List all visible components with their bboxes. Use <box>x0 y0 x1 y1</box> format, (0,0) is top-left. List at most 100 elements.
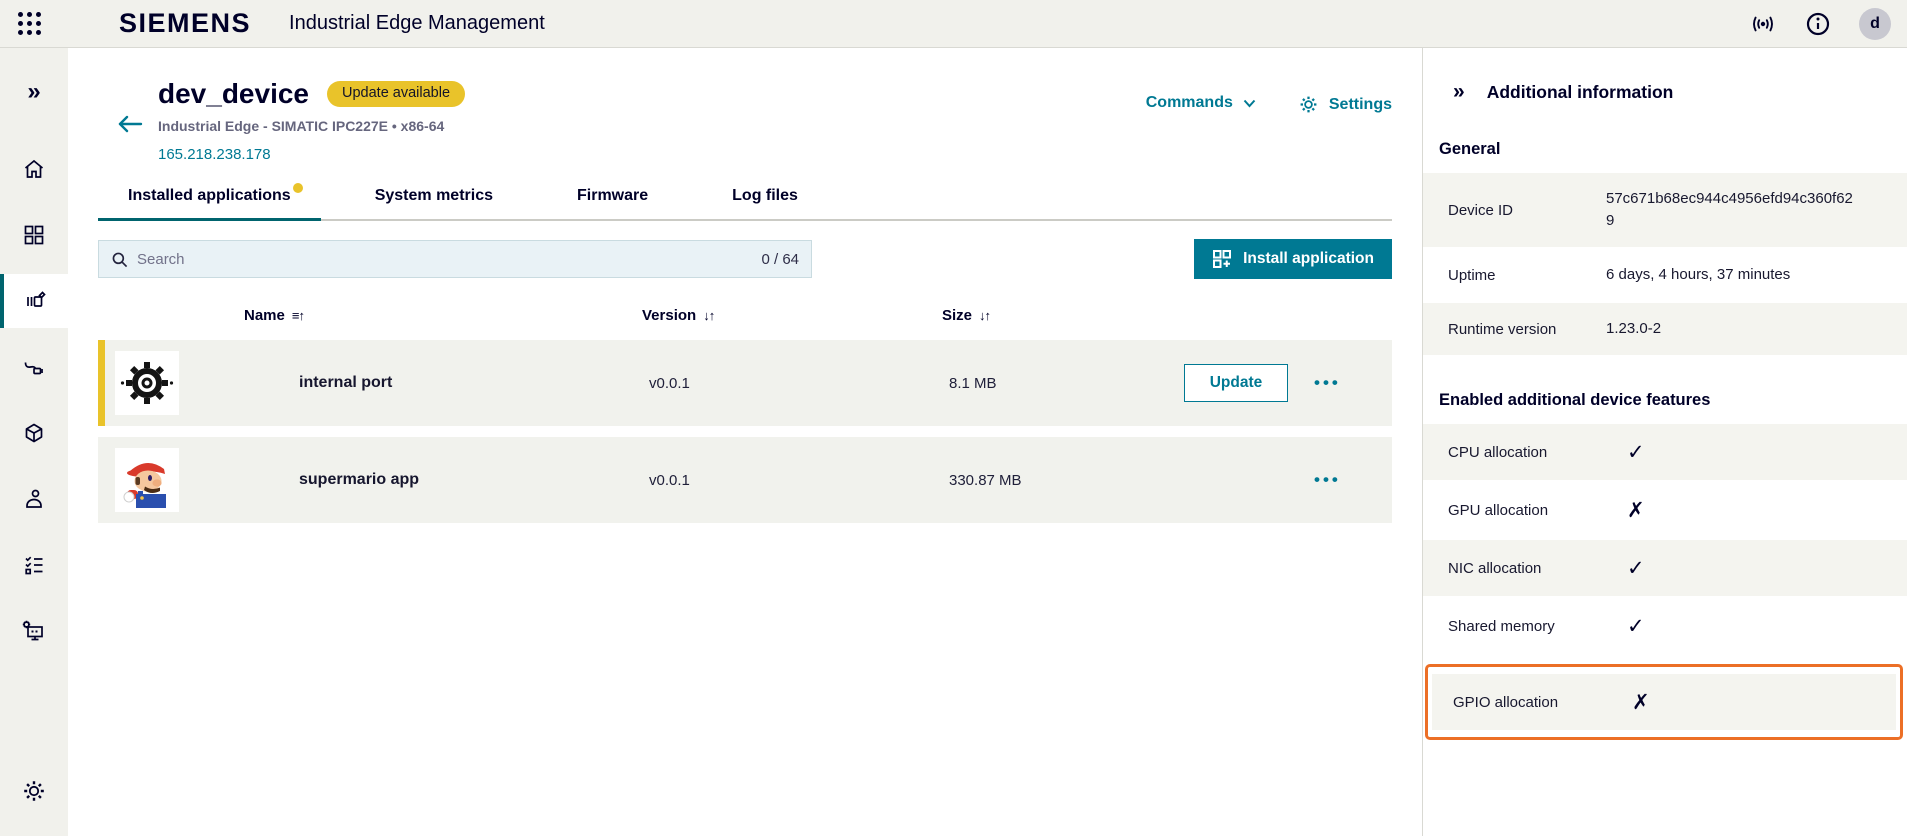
gear-icon <box>24 781 44 801</box>
sidebar-item-home[interactable] <box>0 142 68 196</box>
sidebar-item-users[interactable] <box>0 472 68 526</box>
feature-row-nic-allocation: NIC allocation ✓ <box>1423 540 1907 596</box>
sidebar-item-devices[interactable] <box>0 274 68 328</box>
enabled-check-icon: ✓ <box>1627 440 1645 464</box>
info-row-device-id: Device ID 57c671b68ec944c4956efd94c360f6… <box>1423 173 1907 247</box>
search-icon <box>112 252 128 267</box>
sort-icon[interactable]: ↓↑ <box>703 308 715 323</box>
tab-label: Firmware <box>577 187 649 204</box>
feature-row-gpio-allocation: GPIO allocation ✗ <box>1432 674 1896 730</box>
feature-row-gpu-allocation: GPU allocation ✗ <box>1423 482 1907 538</box>
app-title: Industrial Edge Management <box>289 12 545 34</box>
app-icon-tile <box>115 448 179 512</box>
gpio-highlight-box: GPIO allocation ✗ <box>1425 664 1903 740</box>
devices-icon <box>27 291 46 307</box>
search-input[interactable] <box>137 250 753 268</box>
column-header-name[interactable]: Name ≡↑ <box>244 307 642 324</box>
sidebar-item-settings[interactable] <box>0 764 68 818</box>
table-header: Name ≡↑ Version ↓↑ Size ↓↑ <box>98 307 1392 340</box>
row-menu-icon[interactable]: ••• <box>1314 373 1341 392</box>
back-arrow-icon[interactable] <box>116 114 158 134</box>
gear-icon <box>1300 96 1317 113</box>
app-name: internal port <box>299 374 393 391</box>
sort-icon[interactable]: ≡↑ <box>291 308 305 323</box>
app-name: supermario app <box>299 471 420 488</box>
update-available-badge: Update available <box>327 81 466 107</box>
app-version: v0.0.1 <box>649 471 690 489</box>
sidebar: » <box>0 48 68 836</box>
info-label: Runtime version <box>1448 320 1557 338</box>
settings-label: Settings <box>1328 95 1392 113</box>
column-label: Name <box>244 307 285 324</box>
features-heading: Enabled additional device features <box>1439 391 1711 409</box>
disabled-cross-icon: ✗ <box>1632 690 1650 714</box>
enabled-check-icon: ✓ <box>1627 556 1645 580</box>
tab-log-files[interactable]: Log files <box>702 187 828 221</box>
column-label: Size <box>942 307 973 324</box>
main-content: dev_device Update available Industrial E… <box>68 48 1422 836</box>
sort-icon[interactable]: ↓↑ <box>979 308 991 323</box>
checklist-icon <box>25 556 43 575</box>
info-icon[interactable] <box>1805 11 1831 37</box>
person-icon <box>26 489 42 508</box>
info-label: Uptime <box>1448 266 1496 284</box>
cube-icon <box>25 423 43 443</box>
tab-label: Installed applications <box>128 187 291 204</box>
siemens-logo: SIEMENS <box>119 8 252 38</box>
feature-label: CPU allocation <box>1448 443 1548 461</box>
search-box[interactable]: 0 / 64 <box>98 240 812 278</box>
sidebar-expand-icon[interactable]: » <box>27 78 41 105</box>
sidebar-item-apps[interactable] <box>0 208 68 262</box>
tab-firmware[interactable]: Firmware <box>547 187 678 221</box>
gear-app-icon <box>120 362 174 404</box>
feature-label: GPU allocation <box>1448 501 1549 519</box>
mario-app-icon <box>119 452 175 508</box>
commands-label: Commands <box>1145 94 1233 111</box>
apps-grid-icon <box>24 225 44 245</box>
feature-label: Shared memory <box>1448 617 1555 635</box>
sidebar-item-catalog[interactable] <box>0 406 68 460</box>
info-row-runtime-version: Runtime version 1.23.0-2 <box>1423 303 1907 355</box>
tab-installed-applications[interactable]: Installed applications <box>98 183 321 221</box>
enabled-check-icon: ✓ <box>1627 614 1645 638</box>
device-model: Industrial Edge - SIMATIC IPC227E • x86-… <box>158 118 445 134</box>
row-menu-icon[interactable]: ••• <box>1314 470 1341 489</box>
info-label: Device ID <box>1448 201 1514 219</box>
panel-title: Additional information <box>1486 81 1674 102</box>
commands-button[interactable]: Commands <box>1146 94 1256 112</box>
column-label: Version <box>642 307 697 324</box>
user-avatar[interactable]: d <box>1859 7 1891 40</box>
device-settings-button[interactable]: Settings <box>1298 94 1392 115</box>
install-application-button[interactable]: Install application <box>1194 239 1392 279</box>
sidebar-item-tasks[interactable] <box>0 538 68 592</box>
feature-label: GPIO allocation <box>1453 693 1559 711</box>
additional-info-panel: » Additional information General Device … <box>1422 48 1907 836</box>
info-value: 6 days, 4 hours, 37 minutes <box>1606 265 1791 283</box>
feature-row-cpu-allocation: CPU allocation ✓ <box>1423 424 1907 480</box>
tab-label: Log files <box>732 187 798 204</box>
app-version: v0.0.1 <box>649 374 690 392</box>
column-header-version[interactable]: Version ↓↑ <box>642 307 942 324</box>
monitor-gear-icon <box>22 620 43 641</box>
collapse-panel-icon[interactable]: » <box>1453 80 1465 103</box>
device-ip-link[interactable]: 165.218.238.178 <box>158 146 271 163</box>
column-header-size[interactable]: Size ↓↑ <box>942 307 1177 324</box>
top-bar: SIEMENS Industrial Edge Management d <box>0 0 1907 48</box>
broadcast-icon[interactable] <box>1749 13 1777 35</box>
tab-label: System metrics <box>374 187 493 204</box>
general-heading: General <box>1439 140 1501 158</box>
app-launcher-icon[interactable] <box>18 12 41 35</box>
feature-row-shared-memory: Shared memory ✓ <box>1423 598 1907 654</box>
home-icon <box>24 159 44 178</box>
info-value: 1.23.0-2 <box>1606 319 1662 337</box>
app-size: 330.87 MB <box>949 471 1022 489</box>
info-row-uptime: Uptime 6 days, 4 hours, 37 minutes <box>1423 249 1907 301</box>
tab-bar: Installed applications System metrics Fi… <box>98 183 1392 221</box>
feature-label: NIC allocation <box>1448 559 1542 577</box>
table-row: supermario app v0.0.1 330.87 MB ••• <box>98 437 1392 523</box>
table-row: internal port v0.0.1 8.1 MB Update ••• <box>98 340 1392 426</box>
tab-system-metrics[interactable]: System metrics <box>345 187 523 221</box>
sidebar-item-device-config[interactable] <box>0 604 68 658</box>
update-button[interactable]: Update <box>1184 364 1288 402</box>
sidebar-item-connectivity[interactable] <box>0 340 68 394</box>
